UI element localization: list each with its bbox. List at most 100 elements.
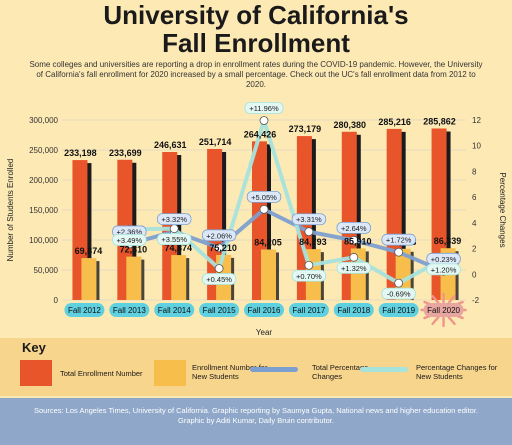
x-axis-title: Year bbox=[256, 328, 273, 337]
new-pct-label-bg bbox=[336, 261, 371, 274]
total-value-label: 251,714 bbox=[199, 137, 232, 147]
new-pct-label-bg bbox=[426, 263, 461, 276]
total-value-label: 233,198 bbox=[64, 148, 97, 158]
total-value-label: 285,216 bbox=[378, 117, 411, 127]
new-pct-label-bg bbox=[291, 269, 327, 282]
x-category-pill bbox=[244, 303, 284, 317]
new-pct-label: +0.70% bbox=[296, 272, 322, 281]
highlight-burst bbox=[431, 315, 440, 326]
new-value-label: 84,205 bbox=[254, 237, 282, 247]
total-pct-label-bg bbox=[381, 233, 416, 246]
new-pct-point bbox=[214, 264, 224, 273]
y2-tick-label: 4 bbox=[472, 219, 477, 228]
total-pct-point bbox=[349, 235, 359, 245]
x-tick-label: Fall 2012 bbox=[68, 306, 101, 315]
highlight-burst bbox=[447, 294, 456, 305]
y-tick-label: 200,000 bbox=[29, 176, 58, 185]
y-tick-label: 300,000 bbox=[29, 116, 58, 125]
total-pct-label: +3.32% bbox=[161, 215, 187, 224]
x-tick-label: Fall 2014 bbox=[158, 306, 191, 315]
new-pct-label-bg bbox=[112, 234, 147, 246]
total-value-label: 280,380 bbox=[334, 120, 367, 130]
new-students-bar bbox=[126, 256, 142, 300]
x-category-pill bbox=[378, 303, 419, 317]
new-value-label: 86,339 bbox=[434, 236, 462, 246]
highlight-burst bbox=[431, 294, 440, 305]
new-students-bar bbox=[261, 249, 276, 300]
new-value-label: 84,793 bbox=[299, 237, 327, 247]
y-tick-label: 150,000 bbox=[29, 206, 58, 215]
new-pct-label: +3.55% bbox=[161, 235, 187, 244]
new-value-label: 74,874 bbox=[164, 243, 192, 253]
new-students-bar bbox=[81, 258, 97, 300]
enrollment-chart: 0 50,000 100,000 150,000 200,000 250,000 300,0… bbox=[6, 102, 507, 337]
x-tick-label: Fall 2019 bbox=[382, 306, 415, 315]
x-tick-label: Fall 2013 bbox=[113, 306, 146, 315]
new-pct-label-bg bbox=[381, 287, 416, 300]
key-label-new: Enrollment Number for New Students bbox=[192, 363, 268, 381]
total-pct-label: +2.36% bbox=[117, 227, 143, 236]
total-pct-label-bg bbox=[336, 221, 371, 234]
new-pct-label-bg bbox=[201, 273, 237, 285]
new-pct-label: +3.49% bbox=[117, 236, 143, 245]
key-swatch-total-pct bbox=[250, 367, 298, 372]
total-pct-label: +2.64% bbox=[341, 224, 367, 233]
y2-tick-label: 2 bbox=[472, 245, 477, 254]
new-pct-point bbox=[304, 260, 314, 270]
new-pct-point bbox=[349, 252, 359, 262]
total-value-label: 285,862 bbox=[423, 116, 456, 126]
x-category-pill bbox=[199, 303, 240, 317]
y-tick-label: 0 bbox=[54, 296, 59, 305]
new-value-label: 75,210 bbox=[209, 243, 237, 253]
key-swatch-total bbox=[20, 360, 52, 386]
new-pct-label: +1.32% bbox=[341, 264, 367, 273]
total-pct-label: +3.31% bbox=[296, 215, 322, 224]
total-pct-point bbox=[259, 204, 269, 214]
y2-tick-label: -2 bbox=[472, 296, 480, 305]
x-category-pill bbox=[423, 303, 464, 317]
new-students-bar bbox=[171, 255, 187, 300]
new-value-label: 69,874 bbox=[75, 246, 103, 256]
new-pct-point bbox=[169, 224, 179, 234]
new-value-label: 72,310 bbox=[120, 245, 148, 255]
total-pct-label-bg bbox=[157, 213, 192, 226]
total-pct-label-bg bbox=[201, 229, 237, 242]
total-value-label: 264,426 bbox=[244, 129, 277, 139]
new-pct-label-bg bbox=[157, 233, 192, 246]
x-category-pill bbox=[109, 303, 150, 317]
key-label-total: Total Enrollment Number bbox=[60, 369, 143, 378]
key-title: Key bbox=[22, 340, 46, 355]
x-category-pill bbox=[154, 303, 195, 317]
x-category-pill bbox=[288, 303, 329, 317]
key-swatch-new bbox=[154, 360, 186, 386]
new-pct-point bbox=[259, 116, 269, 125]
total-pct-point bbox=[214, 243, 224, 253]
new-value-label: 85,910 bbox=[344, 236, 372, 246]
new-pct-point bbox=[394, 278, 404, 288]
total-pct-label: +0.23% bbox=[431, 255, 457, 264]
title-line-2: Fall Enrollment bbox=[162, 28, 350, 58]
y2-tick-label: 8 bbox=[472, 167, 477, 176]
x-tick-label: Fall 2017 bbox=[292, 306, 325, 315]
source-footer: Sources: Los Angeles Times, University o… bbox=[0, 398, 512, 445]
new-pct-label: +11.96% bbox=[249, 104, 279, 113]
total-pct-label-bg bbox=[291, 213, 327, 226]
y2-axis-title: Percentage Changes bbox=[498, 172, 507, 247]
y2-tick-label: 12 bbox=[472, 116, 481, 125]
total-pct-point bbox=[394, 247, 404, 257]
source-text: Sources: Los Angeles Times, University o… bbox=[34, 406, 478, 425]
y2-tick-label: 0 bbox=[472, 270, 477, 279]
y-tick-label: 50,000 bbox=[34, 266, 59, 275]
key-swatch-new-pct bbox=[360, 367, 408, 372]
total-value-label: 273,179 bbox=[289, 124, 322, 134]
total-pct-label: +2.06% bbox=[206, 231, 232, 240]
x-category-pill bbox=[333, 303, 374, 317]
new-pct-label: -0.69% bbox=[387, 290, 411, 299]
x-tick-label: Fall 2020 bbox=[427, 306, 460, 315]
subtitle: Some colleges and universities are repor… bbox=[29, 60, 483, 89]
total-pct-label: +5.05% bbox=[251, 193, 277, 202]
total-value-label: 233,699 bbox=[109, 148, 142, 158]
title-line-1: University of California's bbox=[103, 0, 409, 30]
total-pct-label-bg bbox=[246, 190, 282, 203]
total-value-label: 246,631 bbox=[154, 140, 187, 150]
